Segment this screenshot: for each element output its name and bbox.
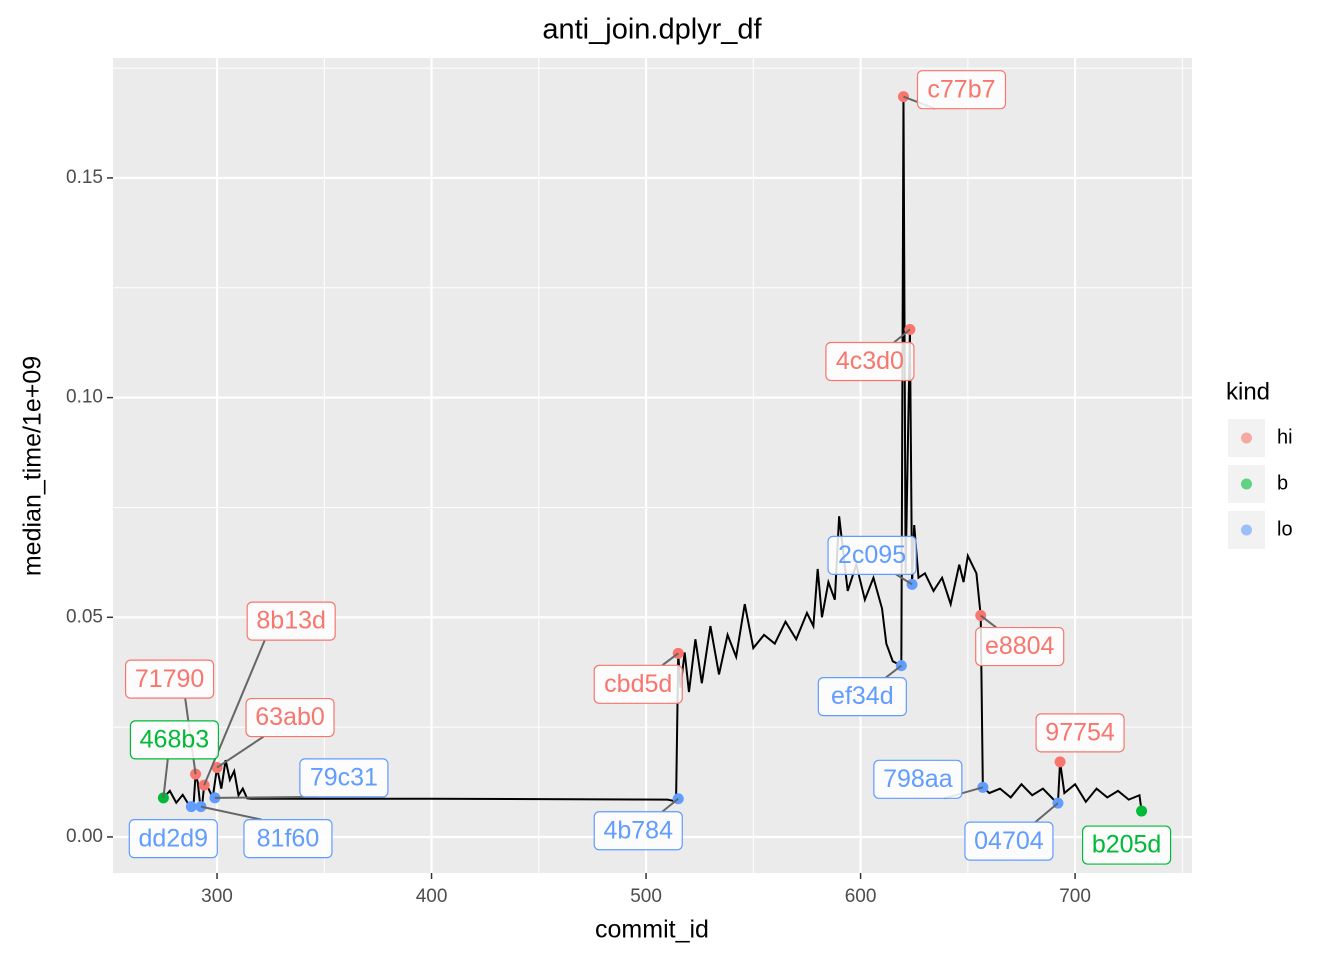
label-leader xyxy=(162,758,169,798)
label-box xyxy=(1081,825,1172,865)
point-label: dd2d9 xyxy=(139,824,209,852)
point-label: 79c31 xyxy=(310,763,378,791)
label-leader xyxy=(203,639,266,786)
label-box xyxy=(916,70,1007,110)
point-label: e8804 xyxy=(985,632,1055,660)
label-leader xyxy=(895,573,913,586)
point-label: b205d xyxy=(1092,831,1162,859)
point-label: ef34d xyxy=(831,682,894,710)
y-axis-title: median_time/1e+09 xyxy=(19,356,47,576)
point-label: 63ab0 xyxy=(255,703,325,731)
label-box xyxy=(129,720,220,760)
point-label: 97754 xyxy=(1045,718,1115,746)
label-box xyxy=(964,821,1054,861)
point-label: 81f60 xyxy=(257,824,320,852)
point-label: c77b7 xyxy=(927,75,995,103)
y-tick-label: 0.15 xyxy=(66,167,103,188)
label-box xyxy=(593,664,683,704)
legend-label: hi xyxy=(1277,426,1293,448)
label-box xyxy=(128,819,218,859)
legend-label: lo xyxy=(1277,518,1293,540)
label-leader xyxy=(214,795,318,799)
label-leader xyxy=(661,797,679,813)
x-tick-label: 300 xyxy=(201,886,233,907)
label-box xyxy=(1035,713,1125,753)
x-tick-label: 500 xyxy=(630,886,662,907)
x-axis-title: commit_id xyxy=(595,916,709,944)
label-box xyxy=(124,659,215,699)
point-label: 4c3d0 xyxy=(836,347,904,375)
line xyxy=(162,96,1143,812)
y-tick-label: 0.10 xyxy=(66,387,103,408)
point-label: 04704 xyxy=(974,827,1044,855)
plot-panel xyxy=(113,58,1192,873)
legend-label: b xyxy=(1277,472,1288,494)
label-box xyxy=(817,677,907,717)
legend-swatch xyxy=(1241,432,1252,444)
point xyxy=(1136,805,1148,817)
label-box xyxy=(243,819,333,859)
label-leader xyxy=(980,614,997,629)
point-label: 71790 xyxy=(135,665,205,693)
label-leader xyxy=(200,805,262,821)
label-box xyxy=(825,341,915,382)
y-tick-label: 0.05 xyxy=(66,606,103,627)
label-box xyxy=(975,626,1065,667)
point xyxy=(185,801,197,813)
point-label: 8b13d xyxy=(256,607,326,635)
point-label: 2c095 xyxy=(838,541,906,569)
x-tick-label: 700 xyxy=(1059,886,1091,907)
label-leader xyxy=(216,735,265,769)
x-tick-label: 600 xyxy=(845,886,877,907)
point-label: 4b784 xyxy=(603,816,673,844)
label-box xyxy=(245,697,335,738)
label-box xyxy=(593,811,683,851)
label-box xyxy=(827,535,917,575)
chart-title: anti_join.dplyr_df xyxy=(542,14,762,46)
label-box xyxy=(873,759,963,799)
label-leader xyxy=(661,652,679,667)
legend-title: kind xyxy=(1226,378,1270,405)
label-leader xyxy=(1034,802,1059,823)
label-box xyxy=(299,758,389,798)
label-box xyxy=(246,601,336,641)
legend-swatch xyxy=(1241,478,1252,490)
label-leader xyxy=(885,664,902,679)
point-label: 798aa xyxy=(883,765,953,793)
y-tick-label: 0.00 xyxy=(66,826,103,847)
x-tick-label: 400 xyxy=(416,886,448,907)
point xyxy=(1054,756,1066,768)
point-label: cbd5d xyxy=(604,670,672,698)
label-leader xyxy=(893,328,911,344)
legend-swatch xyxy=(1241,524,1252,536)
point-label: 468b3 xyxy=(140,725,210,753)
